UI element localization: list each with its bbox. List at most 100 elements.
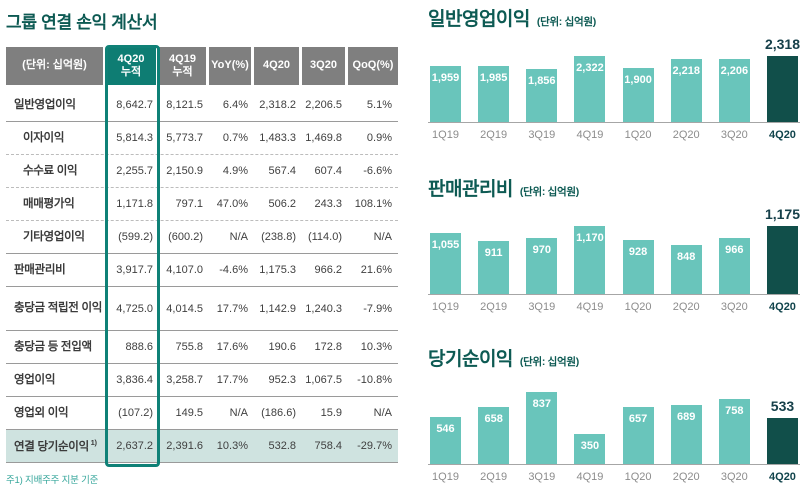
category-label: 4Q19: [576, 301, 604, 313]
row-label: 이자이익: [23, 131, 65, 144]
cell-value: 797.1: [175, 198, 203, 210]
bar: 848: [670, 245, 702, 294]
bar-highlight: 1,175: [765, 206, 800, 294]
cell-value: 3,836.4: [116, 374, 153, 386]
row-label: 판매관리비: [14, 263, 66, 276]
cell-value: 0.9%: [366, 132, 392, 144]
table-row: 이자이익 5,814.3 5,773.7 0.7% 1,483.3 1,469.8 0.9%: [6, 122, 398, 155]
chart-unit-label: (단위: 십억원): [536, 16, 596, 28]
cell-value: 149.5: [175, 407, 203, 419]
category-label: 4Q20: [769, 301, 796, 313]
row-label: 수수료 이익: [23, 164, 78, 177]
column-header: 3Q20: [302, 47, 345, 85]
cell-value: 0.7%: [222, 132, 248, 144]
bar-value-label: 1,170: [576, 232, 604, 244]
cell-value: 8,121.5: [166, 99, 203, 111]
bar-plot: 546 658 837 350 657 689 758 533: [428, 374, 800, 465]
cell-value: 966.2: [314, 264, 342, 276]
cell-value: 5,814.3: [116, 132, 153, 144]
cell-value: 4.9%: [222, 165, 248, 177]
cell-value: 172.8: [314, 341, 342, 353]
cell-value: 2,637.2: [116, 440, 153, 452]
column-header: 4Q19 누적: [159, 47, 206, 85]
bar: 1,055: [430, 233, 461, 294]
cell-value: N/A: [229, 231, 248, 243]
cell-value: -6.6%: [363, 165, 392, 177]
row-label: 기타영업이익: [23, 230, 85, 243]
cell-value: 10.3%: [216, 440, 248, 452]
chart-title: 당기순이익: [428, 349, 513, 370]
category-label: 3Q20: [720, 129, 748, 141]
bar: 928: [622, 240, 654, 294]
bar: 758: [718, 399, 750, 464]
bar: 689: [670, 405, 702, 464]
cell-value: 47.0%: [216, 198, 248, 210]
bar: 1,170: [574, 226, 606, 294]
category-label: 3Q19: [528, 301, 556, 313]
cell-value: (599.2): [118, 231, 153, 243]
cell-value: 190.6: [268, 341, 296, 353]
bar: 1,900: [622, 68, 654, 122]
bar-highlight: 533: [766, 398, 798, 464]
cell-value: 5.1%: [366, 99, 392, 111]
bar: 546: [430, 417, 461, 464]
category-label: 2Q20: [672, 471, 700, 483]
footnote: 주1) 지배주주 지분 기준: [6, 475, 99, 486]
category-label: 1Q20: [624, 471, 652, 483]
row-label: 연결 당기순이익 1): [14, 437, 97, 453]
category-label: 4Q19: [576, 129, 604, 141]
chart-unit-label: (단위: 십억원): [519, 356, 579, 368]
bar-plot: 1,959 1,985 1,856 2,322 1,900 2,218 2,206 2,318: [428, 34, 800, 123]
cell-value: -10.8%: [357, 374, 392, 386]
bar-value-label: 1,055: [431, 239, 460, 251]
cell-value: -4.6%: [219, 264, 248, 276]
income-table-body: 일반영업이익 8,642.7 8,121.5 6.4% 2,318.2 2,206.5 5.…: [6, 89, 398, 463]
bar: 657: [622, 407, 654, 464]
table-row: 수수료 이익 2,255.7 2,150.9 4.9% 567.4 607.4 -6.6%: [6, 155, 398, 188]
cell-value: 21.6%: [360, 264, 392, 276]
cell-value: 567.4: [268, 165, 296, 177]
bar-value-label: 2,218: [672, 65, 700, 77]
category-label: 3Q19: [528, 471, 556, 483]
bar: 2,206: [718, 59, 750, 122]
category-label: 1Q19: [432, 129, 459, 141]
row-label: 충당금 등 전입액: [14, 340, 92, 353]
category-label: 2Q19: [480, 301, 508, 313]
category-label: 1Q20: [624, 129, 652, 141]
category-label: 4Q20: [769, 129, 796, 141]
bar: 658: [478, 407, 510, 464]
cell-value: (186.6): [261, 407, 296, 419]
bar-value-label: 1,856: [528, 75, 556, 87]
bar: 911: [478, 241, 510, 294]
bar-value-label: 2,318: [764, 36, 801, 52]
bar: 966: [718, 238, 750, 294]
table-row: 연결 당기순이익 1) 2,637.2 2,391.6 10.3% 532.8 758.4…: [6, 430, 398, 463]
category-label: 2Q20: [672, 301, 700, 313]
cell-value: 1,142.9: [259, 302, 296, 315]
cell-value: 17.6%: [216, 341, 248, 353]
cell-value: 755.8: [175, 341, 203, 353]
bar-value-label: 2,322: [576, 62, 604, 74]
cell-value: 532.8: [268, 440, 296, 452]
cell-value: 2,150.9: [166, 165, 203, 177]
category-label: 3Q19: [528, 129, 556, 141]
bar-value-label: 837: [532, 398, 551, 410]
column-header: 4Q20 누적: [106, 47, 156, 85]
cell-value: 2,318.2: [259, 99, 296, 111]
table-row: 판매관리비 3,917.7 4,107.0 -4.6% 1,175.3 966.2 21.6…: [6, 254, 398, 287]
bar-value-label: 966: [725, 244, 744, 256]
column-header: YoY(%): [209, 47, 251, 85]
chart-sganda-expenses: 판매관리비 (단위: 십억원) 1,055 911 970 1,170 928 848 96…: [428, 174, 800, 313]
column-header: QoQ(%): [348, 47, 398, 85]
table-row: 충당금 등 전입액 888.6 755.8 17.6% 190.6 172.8 10.3%: [6, 331, 398, 364]
category-label: 3Q20: [720, 471, 748, 483]
cell-value: 1,175.3: [259, 264, 296, 276]
page-title: 그룹 연결 손익 계산서: [6, 13, 158, 32]
cell-value: 888.6: [125, 341, 153, 353]
cell-value: 3,258.7: [166, 374, 203, 386]
unit-header-cell: (단위: 십억원): [6, 47, 103, 85]
cell-value: 4,014.5: [166, 302, 203, 315]
bar-value-label: 657: [628, 413, 648, 425]
cell-value: 15.9: [320, 407, 342, 419]
bar: 1,959: [430, 66, 461, 122]
